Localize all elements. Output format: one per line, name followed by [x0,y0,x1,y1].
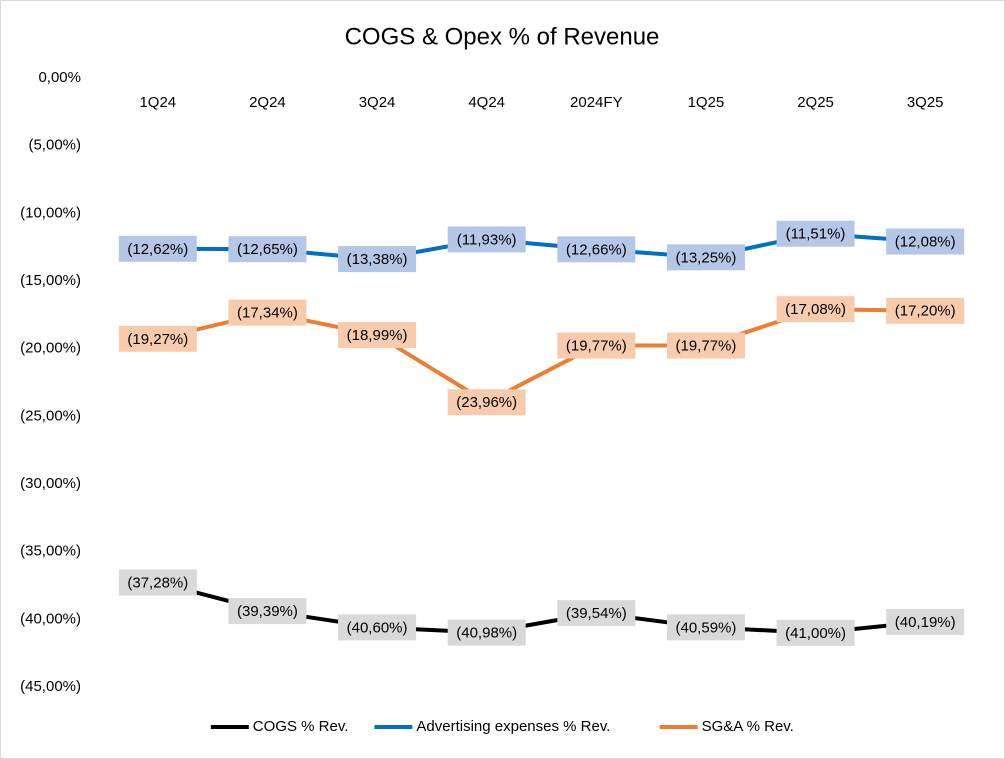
data-label-box [666,332,745,359]
data-label-box [447,389,526,416]
data-label-box [557,600,636,627]
data-label: (37,28%) [127,574,188,591]
y-tick-label: 0,00% [38,69,81,86]
x-tick-label: 1Q24 [139,94,176,111]
data-label-box [886,297,965,324]
data-label: (11,51%) [786,226,846,243]
data-label: (39,39%) [237,603,298,620]
data-label-box [228,236,307,263]
y-tick-label: (25,00%) [20,407,81,424]
data-label: (19,77%) [566,338,627,355]
data-label-box [666,244,745,271]
data-label-box [557,332,636,359]
data-label: (17,08%) [785,301,846,318]
data-label: (12,62%) [127,241,188,258]
data-label-box [666,614,745,641]
data-label: (12,65%) [237,241,298,258]
data-label-box [118,235,197,262]
y-tick-label: (20,00%) [20,340,81,357]
legend-label: SG&A % Rev. [702,718,794,735]
data-label-box [228,299,307,326]
data-label: (17,20%) [895,303,956,320]
data-label-box [776,619,855,646]
data-label: (19,27%) [127,331,188,348]
x-tick-label: 2Q24 [249,94,286,111]
data-label: (23,96%) [456,394,517,411]
y-tick-label: (10,00%) [20,204,81,221]
x-tick-label: 2Q25 [797,94,834,111]
legend-label: COGS % Rev. [253,718,349,735]
data-label-box [447,226,526,253]
y-tick-label: (35,00%) [20,543,81,560]
data-label: (18,99%) [347,327,408,344]
data-label-box [886,228,965,255]
data-label: (19,77%) [676,338,737,355]
legend-label: Advertising expenses % Rev. [416,718,610,735]
data-label: (40,19%) [895,614,956,631]
x-tick-label: 2024FY [570,94,623,111]
y-tick-label: (5,00%) [28,137,81,154]
x-tick-label: 1Q25 [688,94,725,111]
y-tick-label: (30,00%) [20,475,81,492]
x-tick-label: 3Q24 [359,94,396,111]
y-tick-label: (40,00%) [20,610,81,627]
data-label: (40,59%) [676,619,737,636]
data-label-box [886,608,965,635]
data-label-box [118,569,197,596]
y-tick-label: (45,00%) [20,678,81,695]
data-label-box [338,246,417,273]
data-label-box [338,614,417,641]
data-label-box [228,598,307,625]
data-label: (13,25%) [676,249,737,266]
data-label: (13,38%) [347,251,408,268]
x-tick-label: 4Q24 [468,94,505,111]
data-label-box [557,236,636,263]
data-label: (40,60%) [347,619,408,636]
chart-title: COGS & Opex % of Revenue [345,23,660,50]
data-label: (11,93%) [457,231,517,248]
data-label: (41,00%) [785,625,846,642]
data-label: (40,98%) [456,625,517,642]
data-label-box [338,321,417,348]
data-label-box [776,296,855,323]
data-label: (17,34%) [237,305,298,322]
data-label-box [776,220,855,247]
data-label: (12,08%) [895,233,956,250]
x-tick-label: 3Q25 [907,94,944,111]
data-label: (39,54%) [566,605,627,622]
data-label-box [447,619,526,646]
data-label: (12,66%) [566,241,627,258]
y-tick-label: (15,00%) [20,272,81,289]
data-label-box [118,325,197,352]
